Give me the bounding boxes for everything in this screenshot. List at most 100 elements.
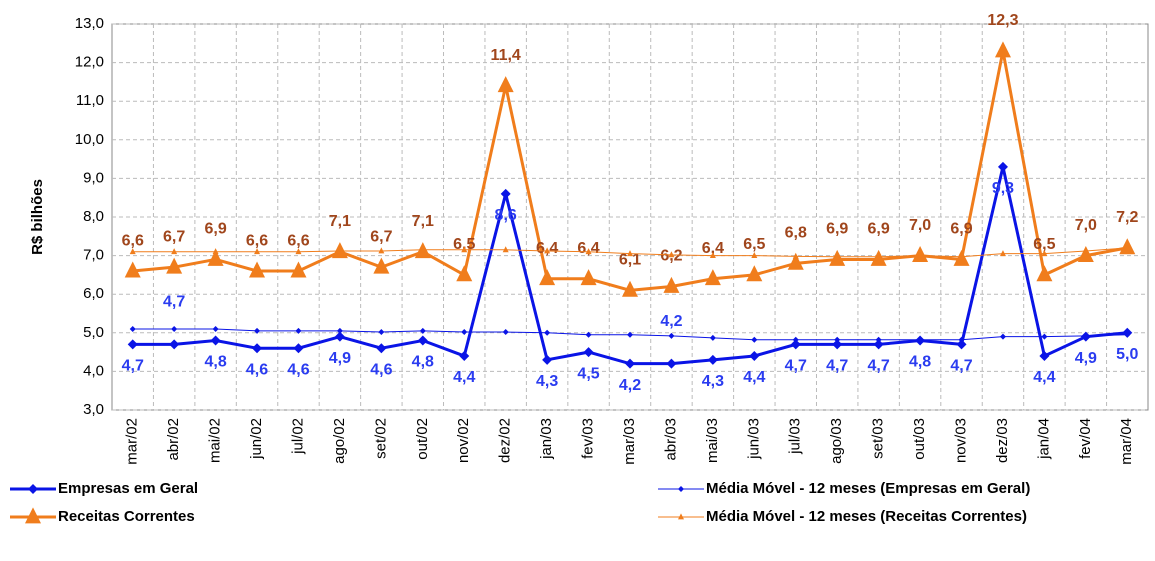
marker [663, 276, 680, 293]
x-tick-label: jan/04 [1035, 418, 1052, 460]
data-label: 7,0 [909, 217, 931, 234]
marker [124, 261, 141, 278]
data-label: 4,3 [536, 373, 558, 390]
x-tick-label: dez/02 [497, 418, 514, 463]
y-axis-label: R$ bilhões [29, 179, 46, 255]
data-label: 4,3 [702, 373, 724, 390]
marker [293, 343, 304, 354]
marker [1077, 246, 1094, 262]
marker [1124, 244, 1131, 251]
x-tick-label: mar/04 [1118, 418, 1135, 465]
marker [999, 250, 1006, 257]
marker [668, 251, 675, 258]
marker [373, 257, 390, 274]
x-tick-label: out/02 [414, 418, 431, 460]
marker [704, 269, 721, 286]
marker [378, 247, 385, 254]
marker [678, 513, 684, 520]
y-tick-label: 11,0 [76, 92, 104, 109]
marker [1082, 332, 1089, 339]
data-label: 4,4 [1033, 369, 1055, 386]
marker [497, 76, 514, 93]
data-label: 4,9 [329, 350, 351, 367]
data-label: 6,6 [287, 232, 309, 249]
y-tick-label: 6,0 [83, 285, 104, 302]
marker [295, 248, 302, 255]
marker [997, 161, 1008, 172]
marker [336, 247, 343, 254]
marker [169, 339, 180, 350]
marker [790, 339, 801, 350]
x-tick-label: jan/03 [538, 418, 555, 460]
data-label: 4,6 [246, 361, 268, 378]
marker [212, 325, 219, 332]
marker [1036, 265, 1053, 282]
marker [166, 257, 183, 274]
data-label: 4,8 [909, 354, 931, 371]
y-tick-label: 3,0 [83, 401, 104, 418]
data-label: 6,9 [204, 221, 226, 238]
x-tick-label: mar/03 [621, 418, 638, 465]
y-tick-label: 10,0 [75, 131, 104, 148]
data-label: 4,7 [950, 358, 972, 375]
marker [751, 336, 758, 343]
marker [999, 333, 1006, 340]
marker [502, 246, 509, 253]
marker [749, 350, 760, 361]
marker [171, 325, 178, 332]
marker [1041, 250, 1048, 257]
marker [1124, 331, 1131, 338]
marker [336, 327, 343, 334]
x-tick-label: jun/03 [745, 418, 762, 460]
x-tick-label: ago/03 [828, 418, 845, 464]
marker [500, 188, 511, 199]
x-tick-label: ago/02 [331, 418, 348, 464]
x-tick-label: abr/03 [662, 418, 679, 461]
marker [787, 253, 804, 270]
data-label: 6,9 [950, 221, 972, 238]
marker [585, 248, 592, 255]
data-label: 12,3 [987, 12, 1018, 29]
x-tick-label: mai/02 [207, 418, 224, 463]
data-label: 6,1 [619, 252, 641, 269]
data-label: 4,8 [204, 354, 226, 371]
data-label: 6,5 [453, 236, 475, 253]
legend-label: Receitas Correntes [58, 508, 195, 525]
marker [678, 486, 684, 492]
data-label: 7,0 [1075, 217, 1097, 234]
y-tick-label: 13,0 [75, 15, 104, 32]
x-tick-label: set/03 [870, 418, 887, 459]
data-label: 6,9 [868, 221, 890, 238]
marker [875, 253, 882, 260]
data-label: 9,3 [992, 180, 1014, 197]
marker [129, 325, 136, 332]
data-label: 4,5 [577, 365, 599, 382]
legend-label: Média Móvel - 12 meses (Empresas em Gera… [706, 480, 1030, 497]
data-label: 6,5 [743, 236, 765, 253]
marker [252, 343, 263, 354]
data-label: 4,2 [660, 313, 682, 330]
marker [25, 507, 41, 524]
x-tick-label: nov/02 [455, 418, 472, 463]
marker [792, 252, 799, 259]
marker [456, 265, 473, 282]
marker [295, 327, 302, 334]
marker [580, 269, 597, 286]
marker [378, 329, 385, 336]
data-label: 4,4 [453, 369, 475, 386]
x-tick-label: abr/02 [165, 418, 182, 461]
marker [707, 354, 718, 365]
data-label: 4,7 [785, 358, 807, 375]
marker [668, 332, 675, 339]
marker [956, 339, 967, 350]
data-label: 6,7 [163, 228, 185, 245]
marker [544, 247, 551, 254]
data-label: 11,4 [491, 47, 521, 64]
marker [746, 265, 763, 282]
x-tick-label: out/03 [911, 418, 928, 460]
x-tick-label: mar/02 [124, 418, 141, 465]
x-tick-label: mai/03 [704, 418, 721, 463]
marker [171, 248, 178, 255]
marker [622, 280, 638, 297]
